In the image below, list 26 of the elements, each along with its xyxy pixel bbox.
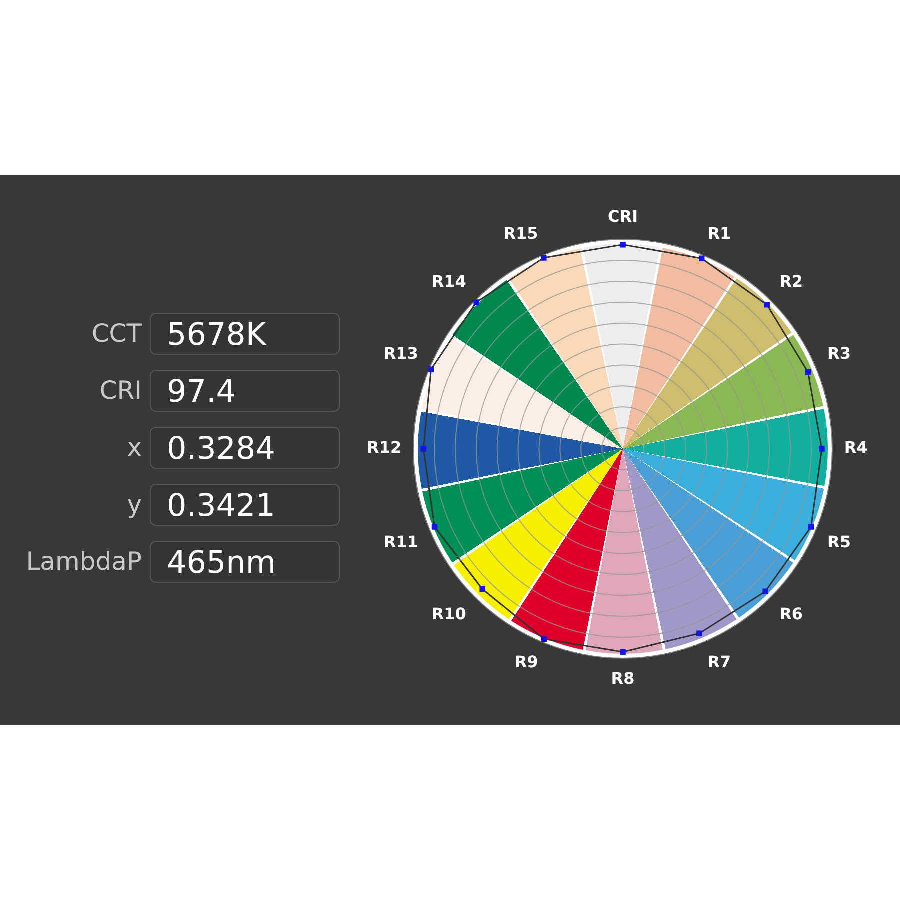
text: x	[126, 433, 143, 462]
text: 97.4	[150, 370, 340, 412]
spoke-label: CRI	[608, 207, 638, 226]
spoke-label: R6	[780, 604, 804, 624]
text: CRI	[98, 376, 143, 405]
spoke-label: R15	[504, 224, 538, 243]
text: 5678K	[150, 312, 340, 354]
spoke-label: R9	[514, 652, 538, 672]
spoke-label: R3	[828, 344, 852, 363]
spoke-label: R1	[708, 224, 732, 243]
text: LambdaP	[25, 547, 143, 576]
spoke-label: R11	[384, 532, 418, 552]
spoke-label: R5	[828, 532, 852, 552]
spoke-label: R14	[432, 272, 466, 291]
text: 0.3421	[150, 484, 340, 526]
spoke-label: R7	[708, 652, 732, 672]
text: 0.3284	[150, 426, 340, 468]
spoke-label: R8	[611, 669, 635, 688]
text: 465nm	[150, 540, 340, 582]
spoke-label: R13	[384, 344, 418, 363]
spoke-label: R2	[780, 272, 804, 291]
text: y	[126, 490, 143, 519]
spoke-label: R12	[366, 438, 402, 458]
spoke-label: R4	[844, 438, 868, 458]
text: CCT	[90, 319, 144, 348]
spoke-label: R10	[432, 604, 466, 624]
